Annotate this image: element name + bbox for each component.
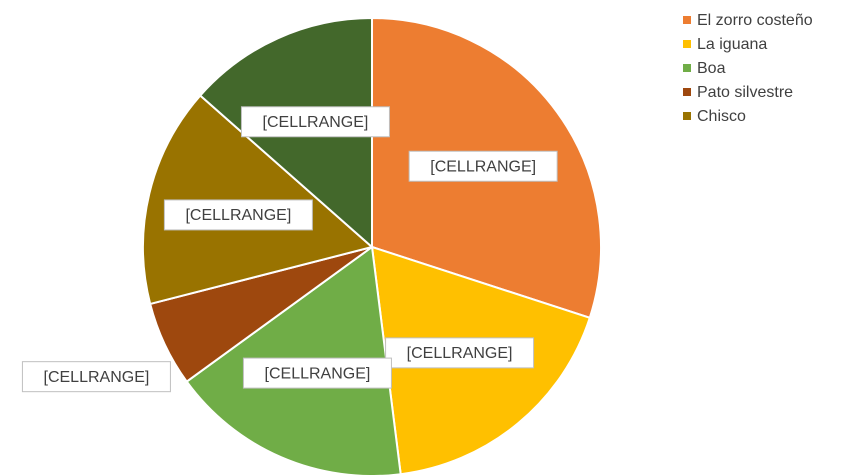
legend-label: El zorro costeño xyxy=(697,12,813,29)
data-label-text: [CELLRANGE] xyxy=(44,369,150,386)
data-label-text: [CELLRANGE] xyxy=(407,345,513,362)
data-label-text: [CELLRANGE] xyxy=(263,114,369,131)
data-label-box xyxy=(408,150,558,182)
data-label: [CELLRANGE] xyxy=(163,199,313,231)
data-label: [CELLRANGE] xyxy=(408,150,558,182)
data-label: [CELLRANGE] xyxy=(385,337,535,369)
data-label-text: [CELLRANGE] xyxy=(430,158,536,175)
legend-label: Pato silvestre xyxy=(697,84,793,101)
legend-swatch xyxy=(683,40,691,48)
legend-label: Chisco xyxy=(697,108,746,125)
data-label-box xyxy=(385,337,535,369)
data-label-text: [CELLRANGE] xyxy=(185,207,291,224)
data-label-box xyxy=(21,361,171,393)
legend-label: Boa xyxy=(697,60,726,77)
data-label-box xyxy=(240,106,390,138)
data-label-box xyxy=(163,199,313,231)
legend-swatch xyxy=(683,64,691,72)
legend-swatch xyxy=(683,88,691,96)
legend-label: La iguana xyxy=(697,36,767,53)
legend-swatch xyxy=(683,112,691,120)
data-label-text: [CELLRANGE] xyxy=(265,365,371,382)
data-label: [CELLRANGE] xyxy=(240,106,390,138)
legend-swatch xyxy=(683,16,691,24)
data-label: [CELLRANGE] xyxy=(21,361,171,393)
data-label: [CELLRANGE] xyxy=(242,357,392,389)
data-label-box xyxy=(242,357,392,389)
